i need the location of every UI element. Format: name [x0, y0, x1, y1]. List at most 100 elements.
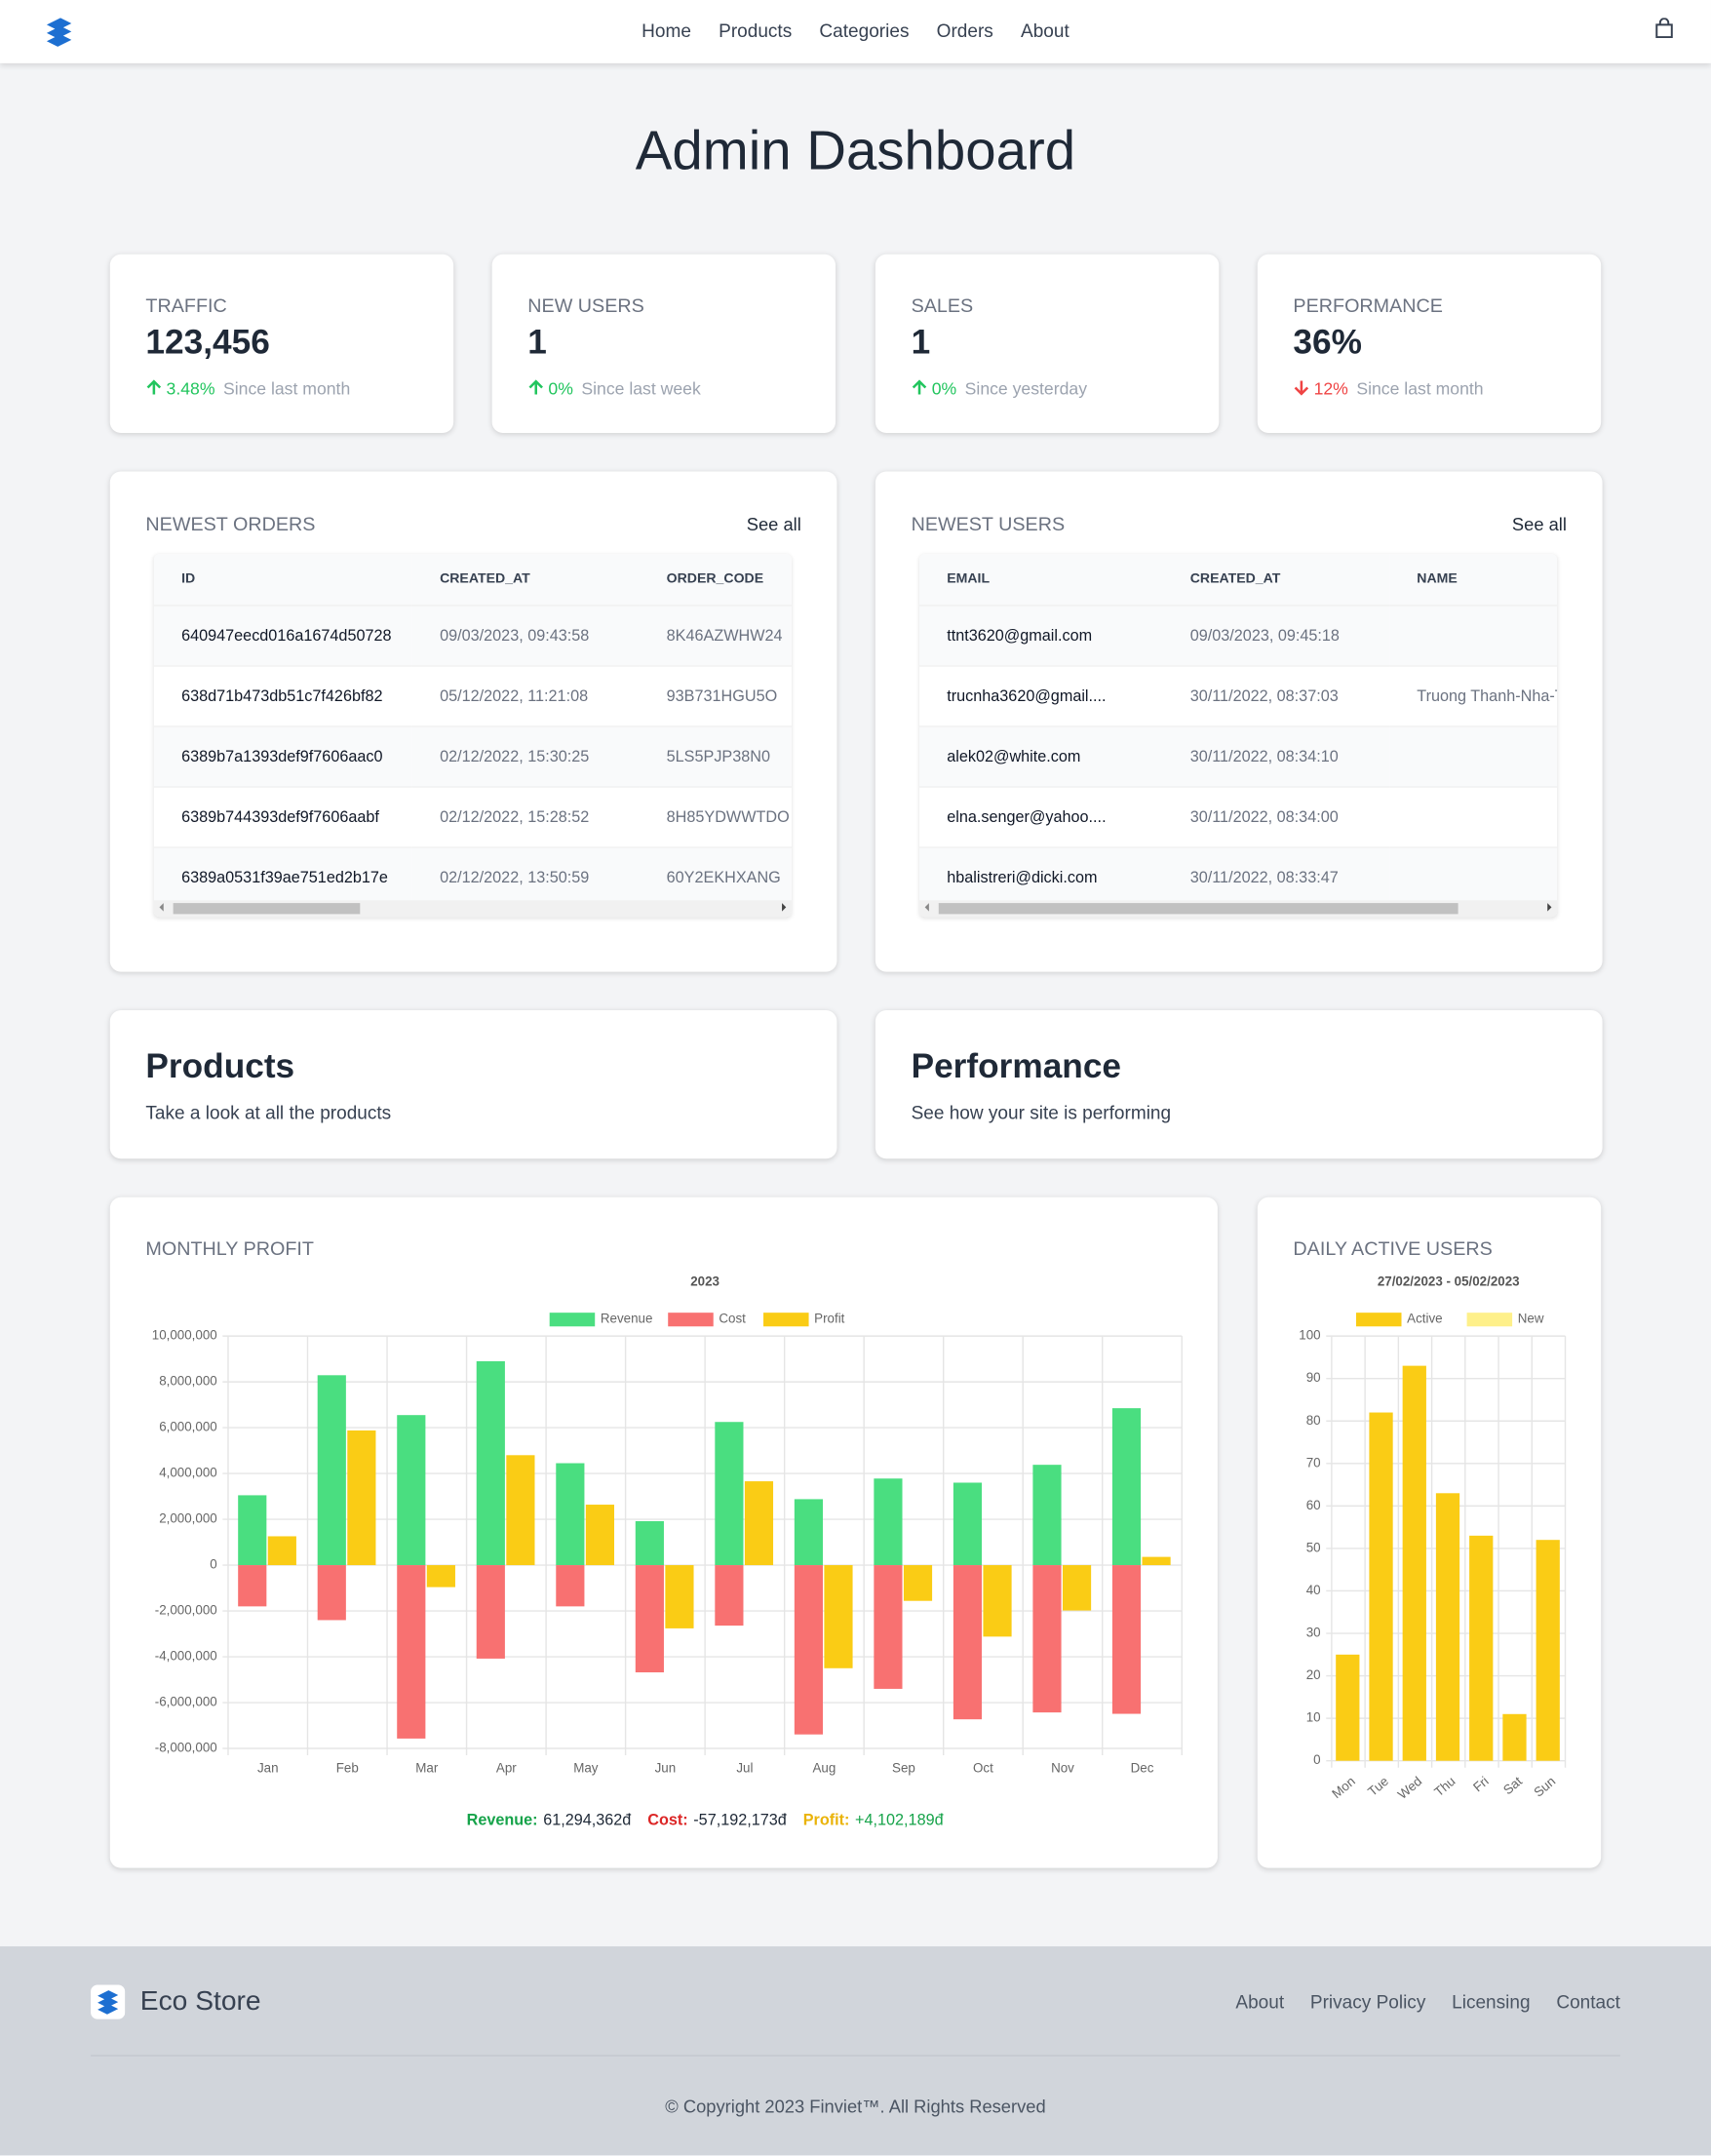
x-tick-label: May: [573, 1761, 599, 1776]
y-tick-label: 10: [1306, 1710, 1321, 1725]
trend-arrow: [912, 379, 927, 395]
logo[interactable]: [38, 11, 80, 53]
footer-link[interactable]: Privacy Policy: [1309, 1991, 1426, 2013]
stat-change-value: 0%: [931, 379, 957, 399]
bar: [794, 1499, 823, 1566]
y-tick-label: -6,000,000: [155, 1695, 217, 1709]
nav-link[interactable]: About: [1021, 20, 1069, 42]
header-row: EMAIL CREATED_AT NAME: [919, 554, 1558, 606]
bar: [267, 1536, 296, 1566]
table-cell: 5LS5PJP38N0: [639, 725, 792, 787]
see-all-link[interactable]: See all: [1511, 514, 1567, 535]
scroll-right[interactable]: [782, 903, 787, 912]
stat-change: 12% Since last month: [1293, 379, 1484, 399]
nav-link[interactable]: Orders: [936, 20, 993, 42]
scrollbar-thumb[interactable]: [938, 903, 1458, 915]
scrollbar[interactable]: [153, 900, 792, 918]
table-cell: 8K46AZWHW24: [639, 605, 792, 666]
table-row[interactable]: 6389b744393def9f7606aabf 02/12/2022, 15:2…: [153, 786, 792, 848]
bar: [1435, 1493, 1460, 1761]
table-row[interactable]: trucnha3620@gmail.... 30/11/2022, 08:37:0…: [919, 665, 1558, 726]
promo-card[interactable]: Products Take a look at all the products: [109, 1010, 837, 1159]
table-row[interactable]: 638d71b473db51c7f426bf82 05/12/2022, 11:2…: [153, 665, 792, 726]
stat-change-note: Since yesterday: [964, 379, 1088, 399]
x-tick-label: Sun: [1531, 1774, 1558, 1800]
table-cell: 30/11/2022, 08:37:03: [1162, 665, 1390, 726]
footer: Eco Store About Privacy Policy Licensing Co…: [0, 1945, 1711, 2156]
bar: [635, 1520, 664, 1566]
footer-brand: Eco Store: [139, 1985, 261, 2017]
bar: [238, 1495, 267, 1566]
bar: [585, 1505, 615, 1566]
footer-link[interactable]: Contact: [1556, 1991, 1620, 2013]
table-cell: 30/11/2022, 08:33:47: [1162, 846, 1390, 908]
scrollbar[interactable]: [919, 900, 1558, 918]
bar: [874, 1478, 903, 1566]
y-tick-label: 60: [1306, 1498, 1321, 1512]
arrow: [146, 379, 162, 395]
scrollbar-thumb[interactable]: [173, 903, 361, 915]
bar: [715, 1422, 744, 1566]
promo-card[interactable]: Performance See how your site is performi…: [875, 1010, 1603, 1159]
column-header: CREATED_AT: [1162, 554, 1390, 606]
x-tick-label: Jun: [655, 1761, 677, 1776]
x-tick-label: Sep: [892, 1761, 915, 1776]
total-value: -57,192,173đ: [693, 1812, 787, 1829]
footer-link[interactable]: Licensing: [1452, 1991, 1531, 2013]
legend-label: Revenue: [601, 1312, 653, 1326]
stat-value: 36%: [1293, 323, 1362, 362]
table-row[interactable]: elna.senger@yahoo.... 30/11/2022, 08:34:0…: [919, 786, 1558, 848]
navbar: Home Products Categories Orders About: [0, 0, 1711, 63]
table-row[interactable]: 6389b7a1393def9f7606aac0 02/12/2022, 15:3…: [153, 725, 792, 787]
stat-card: PERFORMANCE 36% 12% Since last month: [1257, 254, 1602, 434]
table-cell: [1389, 725, 1558, 787]
bar: [317, 1565, 346, 1621]
nav-link[interactable]: Products: [719, 20, 793, 42]
bar: [317, 1375, 346, 1566]
x-tick-label: Tue: [1365, 1774, 1391, 1799]
table-card: NEWEST ORDERS See all ID CREATED_AT ORDER_CO…: [109, 471, 837, 972]
footer-link[interactable]: About: [1235, 1991, 1285, 2013]
bar: [1032, 1465, 1062, 1566]
table-cell: 09/03/2023, 09:45:18: [1162, 605, 1390, 666]
promo-text: Take a look at all the products: [145, 1102, 392, 1123]
legend-swatch: [668, 1313, 714, 1327]
stat-label: NEW USERS: [527, 294, 644, 317]
table-row[interactable]: hbalistreri@dicki.com 30/11/2022, 08:33:4…: [919, 846, 1558, 908]
see-all-link[interactable]: See all: [746, 514, 801, 535]
scroll-left[interactable]: [159, 903, 164, 912]
bar: [556, 1463, 585, 1566]
y-tick-label: 100: [1299, 1328, 1320, 1343]
bar: [238, 1565, 267, 1607]
y-tick-label: 40: [1306, 1583, 1321, 1597]
stat-value: 123,456: [145, 323, 270, 362]
trend-arrow: [1294, 380, 1309, 396]
legend-swatch: [549, 1313, 596, 1327]
table-row[interactable]: alek02@white.com 30/11/2022, 08:34:10: [919, 725, 1558, 787]
footer-logo: [91, 1984, 126, 2019]
table-row[interactable]: ttnt3620@gmail.com 09/03/2023, 09:45:18: [919, 605, 1558, 666]
chart-card: MONTHLY PROFIT 2023 Revenue Cost Profit -8,00…: [109, 1196, 1218, 1868]
bar: [426, 1565, 455, 1588]
bar: [1111, 1408, 1142, 1566]
bar: [1402, 1365, 1426, 1761]
nav-link[interactable]: Home: [642, 20, 691, 42]
footer-links: About Privacy Policy Licensing Contact: [1235, 1992, 1620, 2013]
bar: [635, 1565, 664, 1673]
scroll-right[interactable]: [1547, 903, 1552, 912]
header-row: ID CREATED_AT ORDER_CODE: [153, 554, 792, 606]
x-tick-label: Oct: [973, 1761, 993, 1776]
stat-card: TRAFFIC 123,456 3.48% Since last month: [109, 254, 454, 434]
table-cell: 6389b7a1393def9f7606aac0: [153, 725, 412, 787]
table-row[interactable]: 640947eecd016a1674d50728 09/03/2023, 09:4…: [153, 605, 792, 666]
legend-swatch: [1466, 1313, 1513, 1327]
nav-link[interactable]: Categories: [819, 20, 910, 42]
x-tick-label: Dec: [1131, 1761, 1154, 1776]
scroll-left[interactable]: [924, 903, 929, 912]
cart-icon[interactable]: [1653, 18, 1676, 40]
table-row[interactable]: 6389a0531f39ae751ed2b17e 02/12/2022, 13:5…: [153, 846, 792, 908]
bar: [983, 1565, 1012, 1637]
table-cell: [1389, 605, 1558, 666]
trend-arrow: [528, 379, 543, 395]
